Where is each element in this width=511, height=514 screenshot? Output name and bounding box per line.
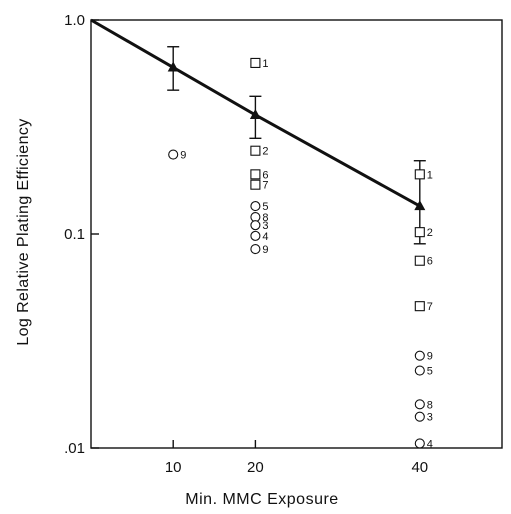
plot-frame — [90, 19, 503, 449]
y-axis: .01 0.1 1.0 — [64, 12, 99, 457]
point-label: 8 — [262, 212, 268, 224]
point-label: 2 — [262, 146, 268, 158]
point-label: 4 — [427, 438, 433, 450]
y-tick-label: 0.1 — [64, 226, 85, 243]
circle-point — [250, 220, 261, 231]
square-point — [250, 169, 261, 180]
x-tick-label: 20 — [247, 459, 264, 476]
circle-point — [414, 350, 425, 361]
point-label: 9 — [180, 150, 186, 162]
square-point — [414, 227, 425, 238]
point-label: 7 — [262, 180, 268, 192]
y-axis-title: Log Relative Plating Efficiency — [15, 118, 32, 345]
point-label: 5 — [262, 201, 268, 213]
point-label: 3 — [427, 412, 433, 424]
point-label: 6 — [427, 256, 433, 268]
point-label: 6 — [262, 169, 268, 181]
circle-point — [168, 149, 179, 160]
square-point — [250, 57, 261, 68]
plot-area — [90, 19, 503, 449]
point-label: 8 — [427, 399, 433, 411]
circle-point — [414, 438, 425, 449]
point-label: 1 — [427, 169, 433, 181]
x-tick-label: 10 — [165, 459, 182, 476]
circle-point — [414, 365, 425, 376]
mean-point — [167, 61, 179, 72]
square-point — [414, 169, 425, 180]
y-tick-label: 1.0 — [64, 12, 85, 29]
point-label: 2 — [427, 227, 433, 239]
circle-point — [414, 399, 425, 410]
point-label: 4 — [262, 231, 268, 243]
x-axis: 10 20 40 — [165, 440, 428, 476]
point-label: 9 — [427, 351, 433, 363]
x-axis-title: Min. MMC Exposure — [185, 491, 338, 508]
square-point — [250, 145, 261, 156]
point-label: 1 — [262, 58, 268, 70]
y-tick-label: .01 — [64, 440, 85, 457]
point-label: 7 — [427, 301, 433, 313]
circle-point — [250, 244, 261, 255]
point-label: 5 — [427, 366, 433, 378]
mean-line-layer — [90, 18, 426, 245]
point-label: 9 — [262, 244, 268, 256]
x-tick-label: 40 — [411, 459, 428, 476]
square-point — [414, 255, 425, 266]
circle-point — [414, 411, 425, 422]
square-point — [414, 301, 425, 312]
mean-point — [414, 200, 426, 211]
circle-point — [250, 230, 261, 241]
mean-line — [90, 18, 421, 208]
square-point — [250, 179, 261, 190]
circle-point — [250, 201, 261, 212]
mean-point — [249, 108, 261, 119]
point-label: 3 — [262, 220, 268, 232]
